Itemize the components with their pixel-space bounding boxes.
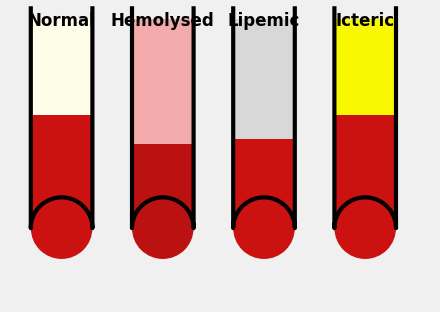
- Bar: [334, 19, 396, 228]
- Ellipse shape: [334, 197, 396, 259]
- Ellipse shape: [132, 197, 194, 259]
- Bar: [31, 19, 92, 228]
- Ellipse shape: [132, 197, 194, 259]
- Bar: [31, 115, 92, 228]
- Text: Icteric: Icteric: [336, 12, 395, 31]
- Ellipse shape: [31, 197, 92, 259]
- Bar: [233, 139, 295, 228]
- Bar: [31, 19, 92, 115]
- Bar: [233, 19, 295, 228]
- Bar: [132, 19, 194, 228]
- Bar: [233, 19, 295, 139]
- Ellipse shape: [31, 197, 92, 259]
- Text: Hemolysed: Hemolysed: [111, 12, 215, 31]
- Ellipse shape: [233, 197, 295, 259]
- Bar: [132, 144, 194, 228]
- Bar: [334, 115, 396, 228]
- Bar: [334, 19, 396, 115]
- Text: Normal: Normal: [28, 12, 95, 31]
- Bar: [132, 19, 194, 144]
- Ellipse shape: [233, 197, 295, 259]
- Text: Lipemic: Lipemic: [228, 12, 300, 31]
- Ellipse shape: [334, 197, 396, 259]
